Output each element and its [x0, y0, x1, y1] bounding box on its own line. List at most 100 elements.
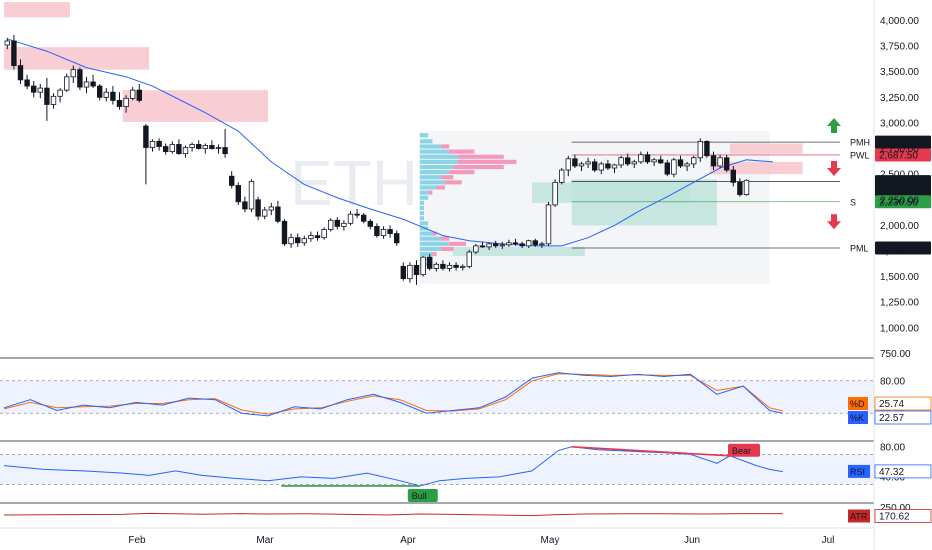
profile-bar-up: [419, 180, 445, 185]
level-price-label: 2,813.00: [879, 138, 918, 149]
candle: [64, 76, 70, 91]
candle: [57, 89, 63, 97]
candle: [730, 169, 736, 183]
candle: [209, 145, 215, 149]
atr-label-name: ATR: [850, 512, 868, 522]
candle: [97, 85, 103, 98]
level-name: S: [850, 197, 856, 207]
candle: [380, 229, 387, 237]
candle: [704, 140, 710, 157]
candle: [103, 91, 109, 98]
profile-bar-up: [419, 133, 429, 138]
candle: [228, 175, 235, 186]
profile-bar-up: [419, 211, 424, 216]
signal-arrow: [827, 118, 841, 134]
profile-bar-up: [419, 200, 424, 205]
profile-bar-up: [419, 216, 424, 221]
candle: [400, 265, 406, 280]
price-tick-label: 3,750.00: [880, 42, 919, 53]
profile-bar-up: [419, 144, 441, 149]
candle: [123, 97, 129, 107]
candle: [327, 219, 334, 230]
stoch-label-tag: [848, 411, 868, 424]
candle: [162, 146, 169, 153]
candle: [545, 204, 552, 245]
candle: [658, 159, 664, 164]
profile-bar-down: [445, 180, 462, 185]
candle: [466, 251, 472, 267]
levels-layer: PMH 2,813.00 PWL 2,687.50 2,427.50 13:58:01 S 2…: [571, 135, 931, 255]
level-price-tag: [875, 241, 931, 255]
candle: [592, 161, 598, 171]
candle: [492, 243, 499, 247]
time-tick-label: Mar: [256, 535, 274, 546]
candle: [691, 157, 697, 165]
candle: [50, 95, 57, 105]
candle: [671, 159, 677, 175]
candle: [486, 243, 492, 248]
candle: [710, 155, 717, 167]
candle: [215, 147, 222, 149]
candle: [90, 81, 96, 87]
candle: [4, 40, 10, 46]
candle: [459, 265, 466, 268]
atr-line: [3, 512, 783, 517]
candle: [169, 144, 175, 153]
candle: [433, 263, 439, 269]
candle: [347, 213, 354, 224]
price-tick-label: 2,000.00: [880, 221, 919, 232]
rsi-value-label: 47.32: [879, 467, 904, 478]
time-axis[interactable]: Feb Mar Apr May Jun Jul: [128, 535, 834, 546]
profile-bar-down: [453, 164, 504, 170]
level-price-tag: [875, 148, 931, 162]
candle: [479, 245, 486, 248]
bull-label-tag: [407, 488, 438, 502]
candle: [413, 264, 420, 275]
profile-bar-up: [419, 205, 424, 211]
profile-bar-down: [449, 149, 475, 154]
candle: [248, 180, 255, 210]
profile-bar-up: [419, 226, 429, 231]
profile-bar-down: [428, 190, 433, 195]
candle: [156, 140, 162, 147]
candle: [559, 169, 565, 183]
candle: [453, 264, 459, 268]
level-price-tag: [875, 135, 931, 149]
stoch-label-tag: [848, 397, 868, 410]
candle: [426, 256, 433, 269]
countdown-label: 13:58:01: [879, 190, 918, 201]
profile-bar-down: [440, 175, 454, 180]
candle: [354, 213, 360, 216]
candle: [387, 229, 393, 234]
candle: [499, 244, 505, 247]
candle: [737, 181, 743, 196]
profile-bar-up: [419, 154, 458, 159]
candles-layer[interactable]: [4, 34, 750, 285]
candle: [697, 140, 703, 159]
profile-bar-down: [449, 170, 475, 175]
demand-zone: [452, 246, 585, 257]
stoch-value-tag: [874, 410, 932, 425]
candle: [552, 181, 558, 206]
rsi-label-tag: [848, 464, 870, 478]
price-tick-label: 1,000.00: [880, 323, 919, 334]
price-tick-label: 3,250.00: [880, 93, 919, 104]
candle: [261, 209, 268, 217]
candle: [565, 158, 571, 171]
profile-bar-up: [419, 159, 458, 164]
profile-bar-up: [419, 241, 450, 246]
level-name: PML: [850, 243, 869, 253]
level-name: PWL: [850, 150, 870, 160]
candle: [136, 89, 142, 101]
profile-bar-up: [419, 231, 433, 236]
signal-arrow: [827, 161, 841, 177]
rsi-band: [0, 454, 874, 485]
demand-zone: [532, 182, 691, 203]
price-tick-label: 1,250.00: [880, 298, 919, 309]
candle: [189, 144, 195, 148]
candle: [572, 158, 578, 167]
price-axis[interactable]: 4,000.00 3,750.00 3,500.00 3,250.00 3,000.00…: [873, 0, 919, 550]
stoch-label-name: %K: [850, 413, 864, 423]
candle: [143, 125, 149, 148]
